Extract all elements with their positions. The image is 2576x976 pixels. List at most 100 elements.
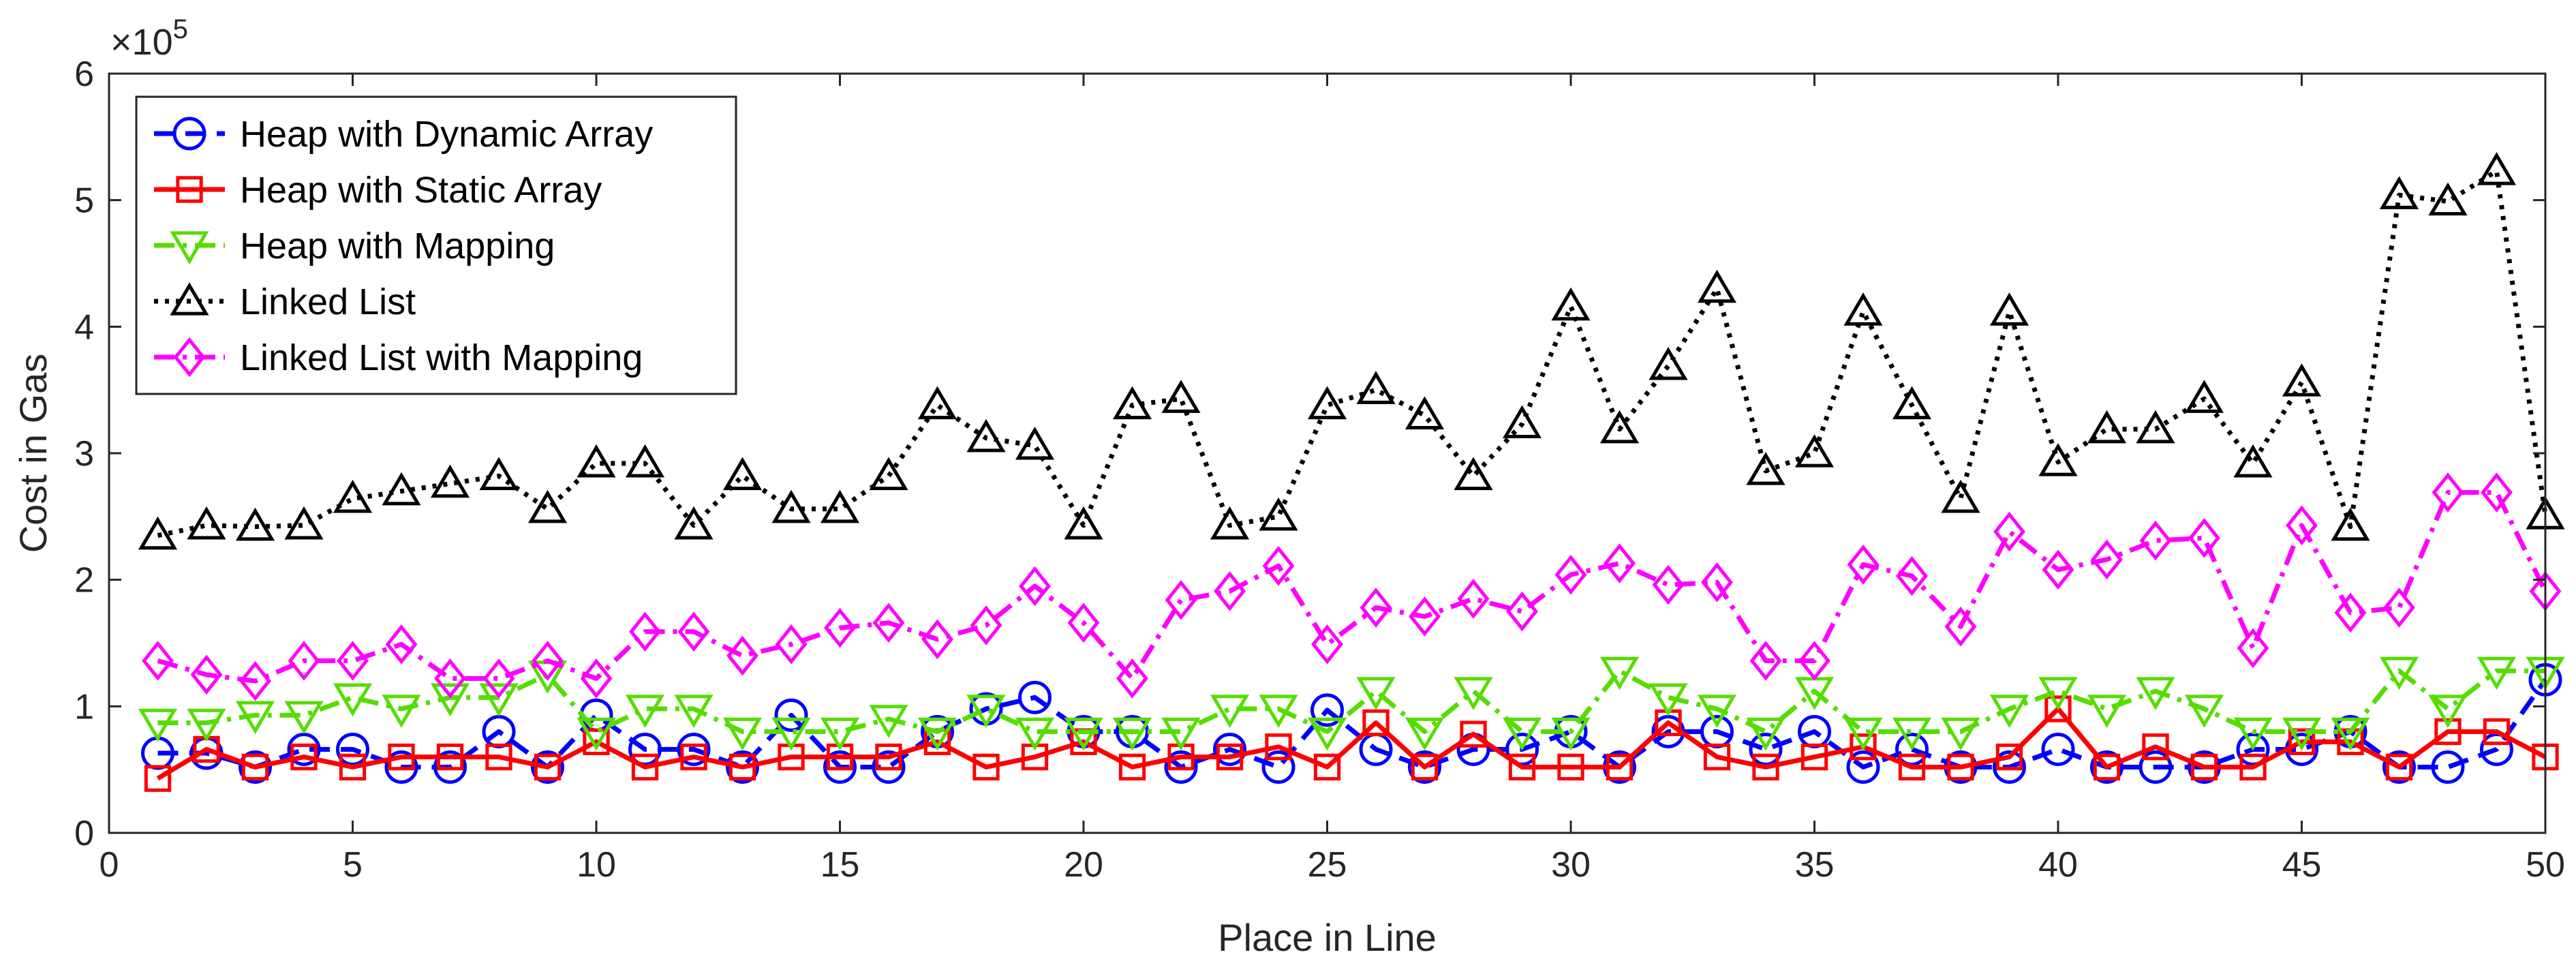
data-point — [479, 457, 519, 491]
data-point — [726, 635, 758, 676]
data-point — [532, 641, 564, 681]
data-point — [628, 732, 662, 766]
data-point — [1798, 641, 1830, 681]
data-point — [1896, 555, 1928, 596]
y-tick-label: 1 — [74, 687, 94, 727]
data-point — [1746, 717, 1785, 751]
data-point — [2483, 718, 2511, 746]
data-point — [771, 489, 811, 523]
legend-entry: Heap with Mapping — [154, 226, 555, 266]
data-point — [333, 683, 373, 717]
data-point — [1214, 571, 1246, 611]
data-point — [436, 743, 464, 771]
data-point — [1843, 292, 1883, 326]
data-point — [2431, 750, 2465, 784]
y-tick-label: 5 — [74, 181, 94, 221]
data-point — [771, 717, 811, 751]
y-axis-label: Cost in Gas — [12, 354, 55, 553]
data-point — [479, 683, 519, 717]
data-point — [531, 750, 564, 784]
data-point — [2087, 410, 2127, 444]
data-point — [1606, 753, 1634, 781]
legend-entry: Heap with Static Array — [154, 170, 602, 211]
data-point — [625, 695, 665, 728]
data-point — [2428, 695, 2468, 728]
data-point — [1749, 732, 1783, 766]
data-point — [1892, 717, 1932, 751]
data-point — [1947, 753, 1974, 781]
data-point — [2379, 656, 2419, 690]
data-point — [2385, 753, 2413, 781]
data-point — [1554, 554, 1587, 595]
data-point — [1362, 709, 1390, 737]
data-point — [674, 695, 714, 728]
data-point — [187, 708, 226, 742]
x-axis-label: Place in Line — [1218, 916, 1437, 959]
data-point — [534, 753, 562, 781]
y-axis: 0 1 2 3 4 5 6 — [74, 55, 2545, 853]
data-point — [577, 717, 616, 751]
data-point — [677, 732, 711, 766]
data-point — [138, 708, 178, 742]
data-point — [875, 743, 902, 771]
data-point — [1649, 346, 1688, 380]
data-point — [972, 753, 1000, 781]
legend-marker — [176, 176, 203, 203]
data-point — [1457, 579, 1490, 619]
legend-label: Heap with Mapping — [240, 226, 555, 266]
x-tick-label: 50 — [2526, 845, 2565, 885]
data-point — [1018, 680, 1052, 714]
data-point — [2382, 750, 2416, 784]
legend-entry: Linked List with Mapping — [154, 337, 643, 378]
data-point — [1892, 386, 1932, 420]
series-line — [156, 706, 2547, 781]
data-point — [966, 418, 1006, 453]
data-point — [482, 658, 515, 699]
data-point — [820, 489, 860, 523]
data-point — [2093, 753, 2121, 781]
data-point — [1112, 717, 1152, 751]
y-axis-exponent: ×105 — [110, 14, 188, 63]
data-point — [1604, 543, 1636, 583]
legend-entry: Linked List — [154, 281, 416, 322]
data-point — [1307, 717, 1347, 751]
data-point — [527, 489, 568, 523]
data-point — [2282, 363, 2322, 397]
data-point — [2334, 592, 2367, 633]
data-point — [2139, 520, 2172, 561]
data-point — [2477, 656, 2517, 690]
data-point — [2233, 444, 2273, 478]
data-point — [2432, 472, 2464, 513]
data-point — [2233, 717, 2273, 751]
data-point — [2087, 695, 2127, 728]
data-point — [1411, 753, 1439, 781]
data-point — [337, 641, 369, 681]
data-point — [2041, 732, 2075, 766]
data-point — [1454, 677, 1493, 710]
data-point — [2038, 443, 2078, 476]
data-point — [1752, 753, 1779, 781]
data-point — [287, 732, 321, 766]
data-point — [1164, 750, 1198, 784]
data-point — [2044, 695, 2072, 722]
x-tick-label: 35 — [1795, 845, 1835, 885]
data-point — [1261, 750, 1295, 784]
data-point — [2136, 677, 2175, 710]
data-point — [2091, 539, 2123, 580]
x-tick-label: 45 — [2282, 845, 2322, 885]
data-point — [1015, 426, 1055, 460]
data-point — [1898, 753, 1926, 781]
data-point — [1502, 405, 1542, 438]
data-point — [1454, 457, 1493, 491]
data-point — [1794, 434, 1835, 468]
data-point — [1649, 683, 1688, 717]
data-point — [2288, 728, 2316, 755]
data-point — [138, 516, 178, 550]
data-point — [1701, 562, 1733, 603]
data-point — [1265, 733, 1292, 761]
series-3 — [138, 656, 2565, 751]
data-point — [284, 506, 324, 540]
data-point — [2434, 718, 2462, 746]
